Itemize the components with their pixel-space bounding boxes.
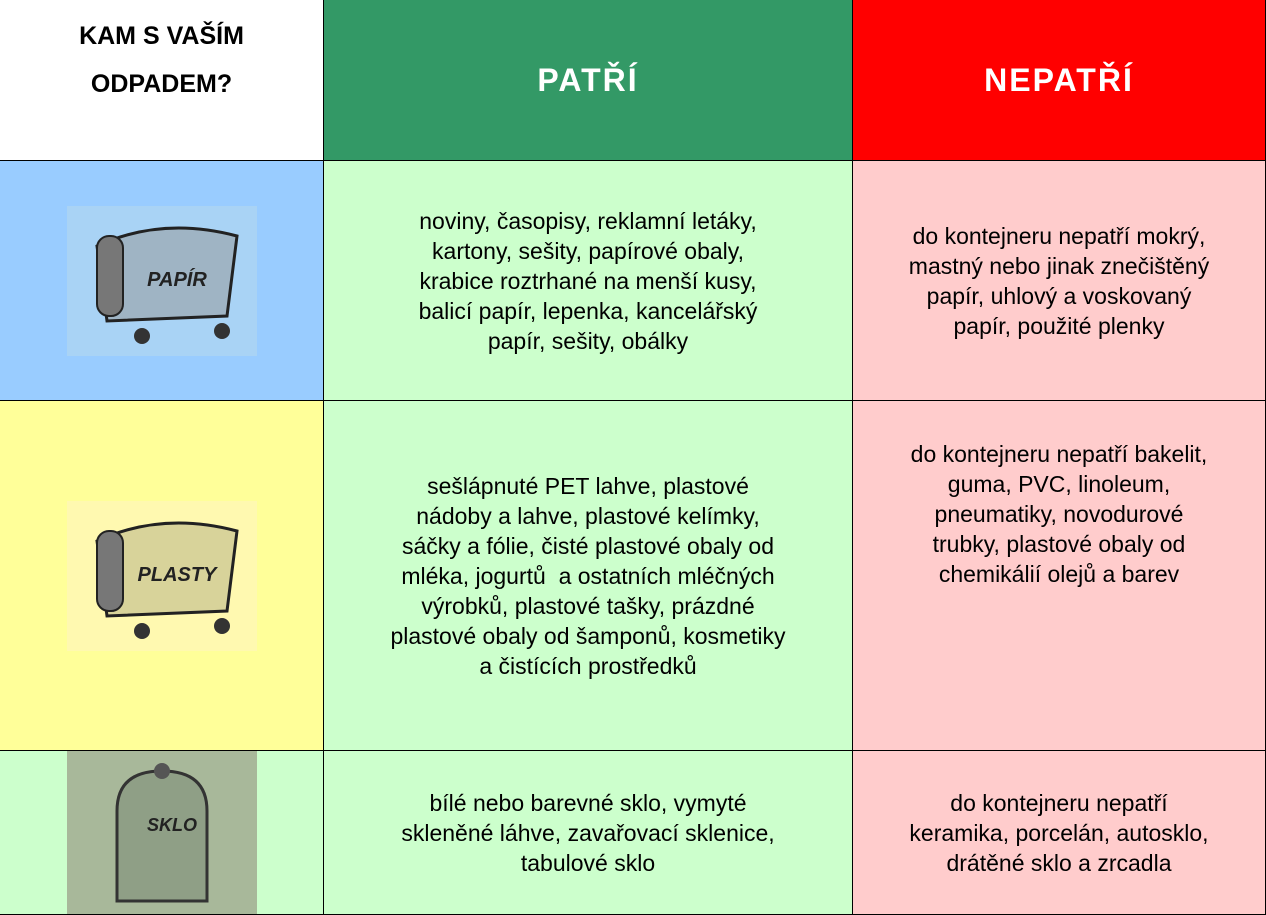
text-line: plastové obaly od šamponů, kosmetiky	[390, 622, 786, 649]
header-not-belongs: NEPATŘÍ	[984, 61, 1134, 98]
bin-icon: PLASTY	[66, 500, 257, 651]
text-line: krabice roztrhané na menší kusy,	[419, 267, 757, 294]
text-line: papír, použité plenky	[953, 312, 1165, 339]
text-line: do kontejneru nepatří mokrý,	[912, 222, 1206, 249]
bin-cell: PLASTY	[0, 401, 324, 751]
text-line: sáčky a fólie, čisté plastové obaly od	[401, 532, 775, 559]
header-not-belongs-cell: NEPATŘÍ	[853, 0, 1266, 161]
text-line: trubky, plastové obaly od	[932, 531, 1186, 557]
text-line: noviny, časopisy, reklamní letáky,	[419, 207, 757, 234]
text-line: keramika, porcelán, autosklo,	[909, 819, 1209, 846]
text-line: do kontejneru nepatří	[950, 789, 1168, 816]
header-belongs-cell: PATŘÍ	[324, 0, 853, 161]
text-line: drátěné sklo a zrcadla	[946, 849, 1172, 876]
bin-cell: SKLO	[0, 751, 324, 915]
text-line: papír, uhlový a voskovaný	[926, 282, 1192, 309]
belongs-cell: sešlápnuté PET lahve, plastové nádoby a l…	[324, 401, 853, 751]
text-line: mastný nebo jinak znečištěný	[908, 252, 1210, 279]
belongs-cell: bílé nebo barevné sklo, vymyté skleněné l…	[324, 751, 853, 915]
not-belongs-cell: do kontejneru nepatří mokrý, mastný nebo …	[853, 161, 1266, 401]
text-line: guma, PVC, linoleum,	[947, 471, 1171, 497]
text-line: balicí papír, lepenka, kancelářský	[418, 297, 758, 324]
text-line: do kontejneru nepatří bakelit,	[910, 441, 1208, 467]
text-line: výrobků, plastové tašky, prázdné	[421, 592, 755, 619]
header-title: KAM S VAŠÍM ODPADEM?	[79, 22, 244, 98]
bin-label: SKLO	[146, 815, 196, 835]
header-belongs: PATŘÍ	[537, 61, 639, 98]
bin-label: PAPÍR	[147, 268, 207, 291]
bin-icon: PAPÍR	[66, 205, 257, 356]
text-line: sešlápnuté PET lahve, plastové	[427, 472, 749, 499]
text-line: chemikálií olejů a barev	[938, 561, 1180, 587]
text-line: nádoby a lahve, plastové kelímky,	[416, 502, 760, 529]
header-title-cell: KAM S VAŠÍM ODPADEM?	[0, 0, 324, 161]
bin-label: PLASTY	[137, 564, 218, 586]
belongs-cell: noviny, časopisy, reklamní letáky, karton…	[324, 161, 853, 401]
text-line: tabulové sklo	[520, 849, 656, 876]
text-line: kartony, sešity, papírové obaly,	[432, 237, 744, 264]
text-line: a čistících prostředků	[479, 652, 697, 679]
not-belongs-cell: do kontejneru nepatří bakelit, guma, PVC,…	[853, 401, 1266, 751]
text-line: skleněné láhve, zavařovací sklenice,	[401, 819, 775, 846]
text-line: pneumatiky, novodurové	[934, 501, 1184, 527]
text-line: bílé nebo barevné sklo, vymyté	[429, 789, 747, 816]
not-belongs-cell: do kontejneru nepatří keramika, porcelán,…	[853, 751, 1266, 915]
bin-cell: PAPÍR	[0, 161, 324, 401]
text-line: papír, sešity, obálky	[487, 327, 689, 354]
text-line: mléka, jogurtů a ostatních mléčných	[401, 562, 775, 589]
bin-icon: SKLO	[66, 751, 257, 914]
